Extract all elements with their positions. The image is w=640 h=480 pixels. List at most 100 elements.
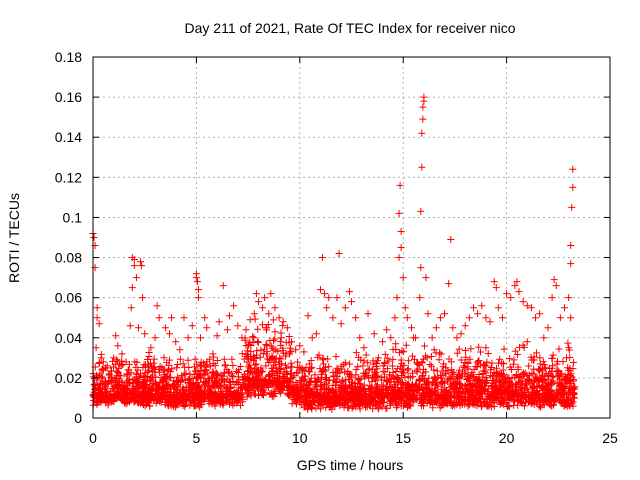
roti-point <box>571 383 579 391</box>
roti-point <box>361 370 369 378</box>
roti-point <box>109 384 117 392</box>
roti-point <box>319 254 327 262</box>
roti-point <box>362 403 370 411</box>
roti-point <box>268 393 276 401</box>
roti-point <box>383 326 391 334</box>
roti-point <box>505 355 513 363</box>
roti-point <box>230 302 238 310</box>
roti-point <box>137 258 145 266</box>
roti-point <box>548 294 556 302</box>
roti-point <box>430 366 438 374</box>
roti-point <box>307 378 315 386</box>
roti-point <box>307 388 315 396</box>
roti-point <box>432 397 440 405</box>
roti-point <box>339 379 347 387</box>
roti-point <box>194 286 202 294</box>
roti-point <box>228 370 236 378</box>
roti-point <box>312 391 320 399</box>
roti-point <box>568 400 576 408</box>
roti-point <box>525 362 533 370</box>
roti-point <box>328 395 336 403</box>
roti-point <box>530 377 538 385</box>
roti-point <box>245 374 253 382</box>
roti-point <box>135 396 143 404</box>
roti-point <box>520 343 528 351</box>
roti-point <box>334 367 342 375</box>
roti-point <box>358 385 366 393</box>
roti-point <box>317 378 325 386</box>
roti-point <box>441 310 449 318</box>
roti-point <box>501 385 509 393</box>
roti-point <box>184 356 192 364</box>
roti-point <box>499 390 507 398</box>
roti-point <box>270 361 278 369</box>
roti-point <box>453 334 461 342</box>
roti-point <box>532 314 540 322</box>
roti-point <box>565 344 573 352</box>
roti-point <box>106 370 114 378</box>
roti-point <box>389 386 397 394</box>
roti-point <box>556 382 564 390</box>
roti-point <box>154 384 162 392</box>
roti-point <box>210 378 218 386</box>
roti-point <box>158 364 166 372</box>
roti-point <box>111 393 119 401</box>
roti-point <box>508 388 516 396</box>
roti-point <box>476 383 484 391</box>
roti-point <box>125 375 133 383</box>
roti-point <box>506 363 514 371</box>
roti-point <box>92 344 100 352</box>
roti-point <box>321 290 329 298</box>
roti-point <box>255 391 263 399</box>
roti-point <box>281 361 289 369</box>
roti-point <box>249 333 257 341</box>
roti-point <box>292 378 300 386</box>
roti-point <box>184 376 192 384</box>
roti-point <box>468 382 476 390</box>
roti-point <box>490 398 498 406</box>
roti-point <box>179 360 187 368</box>
roti-point <box>149 364 157 372</box>
roti-point <box>528 356 536 364</box>
roti-point <box>375 387 383 395</box>
roti-point <box>518 384 526 392</box>
roti-point <box>294 358 302 366</box>
roti-point <box>180 385 188 393</box>
roti-point <box>399 366 407 374</box>
roti-point <box>569 365 577 373</box>
roti-point <box>166 330 174 338</box>
roti-point <box>366 401 374 409</box>
roti-point <box>402 341 410 349</box>
roti-point <box>540 334 548 342</box>
roti-point <box>129 393 137 401</box>
roti-point <box>238 389 246 397</box>
roti-point <box>208 390 216 398</box>
roti-point <box>301 372 309 380</box>
roti-point <box>352 371 360 379</box>
roti-point <box>563 354 571 362</box>
y-tick-label: 0 <box>74 410 82 426</box>
roti-point <box>417 207 425 215</box>
roti-point <box>420 97 428 105</box>
roti-point <box>390 393 398 401</box>
roti-point <box>201 379 209 387</box>
roti-point <box>395 254 403 262</box>
roti-point <box>449 386 457 394</box>
roti-point <box>134 377 142 385</box>
roti-point <box>254 366 262 374</box>
roti-point <box>308 334 316 342</box>
roti-point <box>430 346 438 354</box>
roti-point <box>419 115 427 123</box>
roti-point <box>473 363 481 371</box>
roti-point <box>203 360 211 368</box>
roti-point <box>136 399 144 407</box>
roti-point <box>416 375 424 383</box>
roti-point <box>214 397 222 405</box>
roti-point <box>130 262 138 270</box>
roti-point <box>503 290 511 298</box>
roti-point <box>383 354 391 362</box>
roti-point <box>482 374 490 382</box>
roti-point <box>475 398 483 406</box>
roti-point <box>246 316 254 324</box>
roti-point <box>186 370 194 378</box>
